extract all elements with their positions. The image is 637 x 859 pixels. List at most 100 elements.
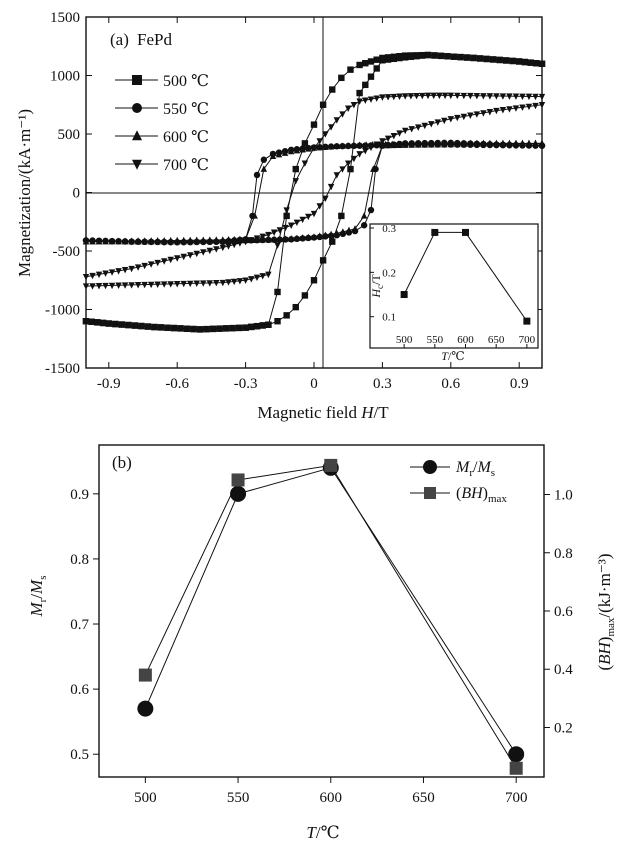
data-point <box>259 273 266 280</box>
data-point <box>164 324 171 331</box>
data-point <box>384 94 392 101</box>
data-point <box>356 98 363 105</box>
data-point <box>248 323 255 331</box>
data-point <box>319 257 327 264</box>
data-point <box>441 117 448 125</box>
data-point <box>151 323 158 331</box>
data-point <box>373 56 380 63</box>
data-point <box>219 244 226 252</box>
x-tick-label: 700 <box>505 790 528 806</box>
y-tick-label: -1500 <box>45 361 80 377</box>
y-tick-label: 1500 <box>50 10 80 26</box>
data-point <box>265 271 272 279</box>
data-point <box>157 324 165 331</box>
data-point <box>193 280 200 287</box>
data-point <box>225 279 232 286</box>
inset-point <box>523 317 531 325</box>
data-point <box>226 237 233 244</box>
data-point <box>259 233 266 241</box>
data-point <box>437 52 445 60</box>
data-point <box>187 280 194 288</box>
data-point <box>301 292 309 299</box>
data-point <box>160 258 168 265</box>
data-point <box>115 282 122 289</box>
data-point <box>339 228 347 235</box>
point-bhmax <box>231 473 245 487</box>
data-point <box>282 235 289 242</box>
data-point <box>147 237 155 245</box>
data-point <box>121 282 129 289</box>
hc-inset: 500 550 600 650 700 0.1 0.2 0.3 T/℃ Hc/T <box>369 223 539 363</box>
data-point <box>213 280 220 287</box>
data-point <box>82 237 90 245</box>
series-line-square <box>144 464 517 769</box>
data-point <box>283 312 290 319</box>
data-point <box>362 81 369 89</box>
data-point <box>463 54 471 61</box>
panel-a-ticks: -0.9 -0.6 -0.3 0 0.3 0.6 0.9 -1500 -1000 -500 0 500… <box>45 10 542 392</box>
data-point <box>480 140 487 147</box>
data-point <box>274 288 281 296</box>
data-point <box>356 141 363 148</box>
data-point <box>167 256 174 264</box>
series-4 <box>82 92 546 290</box>
data-point <box>480 93 487 100</box>
x-tick-label: 0.3 <box>373 376 392 392</box>
data-point <box>154 259 161 267</box>
data-point <box>538 93 546 101</box>
inset-x-tick-label: 550 <box>427 334 444 346</box>
x-tick-label: 0.6 <box>441 376 460 392</box>
data-point <box>493 107 500 115</box>
data-point <box>396 141 403 148</box>
series-line-circle <box>144 467 517 755</box>
data-point <box>108 237 116 245</box>
data-point <box>521 58 529 66</box>
data-point <box>274 242 281 249</box>
data-point <box>532 93 539 101</box>
x-tick-label: -0.6 <box>165 376 189 392</box>
data-point <box>231 241 238 249</box>
data-point <box>351 225 359 232</box>
data-point <box>467 112 474 119</box>
data-point <box>390 133 397 140</box>
data-point <box>327 124 335 131</box>
data-point <box>193 250 200 258</box>
data-point <box>305 233 312 241</box>
legend-marker <box>132 103 142 113</box>
data-point <box>338 74 345 82</box>
data-point <box>538 139 546 147</box>
data-point <box>506 93 513 100</box>
data-point <box>339 142 346 149</box>
x-tick-label: 550 <box>227 790 250 806</box>
data-point <box>276 227 283 234</box>
data-point <box>430 92 437 100</box>
data-point <box>292 178 299 185</box>
data-point <box>282 224 289 232</box>
data-point <box>390 93 397 101</box>
branch-line-lower <box>86 142 543 243</box>
data-point <box>339 111 346 118</box>
data-point <box>193 237 200 245</box>
data-point <box>506 106 513 113</box>
data-point <box>384 135 392 143</box>
data-point <box>350 141 358 149</box>
data-point <box>350 102 358 109</box>
left-y-tick-label: 0.5 <box>70 747 89 763</box>
data-point <box>82 318 90 325</box>
left-y-tick-label: 0.9 <box>70 487 89 503</box>
hysteresis-curves <box>82 51 546 333</box>
data-point <box>310 121 318 128</box>
data-point <box>402 54 409 61</box>
data-point <box>200 249 207 256</box>
panel-b-left-y-label: Mr/Ms <box>27 575 49 617</box>
data-point <box>333 142 340 150</box>
x-tick-label: 0.9 <box>510 376 529 392</box>
data-point <box>473 140 481 147</box>
data-point <box>283 212 290 220</box>
inset-x-tick-label: 500 <box>396 334 413 346</box>
data-point <box>525 139 533 147</box>
data-point <box>327 183 335 191</box>
data-point <box>180 280 187 288</box>
data-point <box>402 141 409 148</box>
